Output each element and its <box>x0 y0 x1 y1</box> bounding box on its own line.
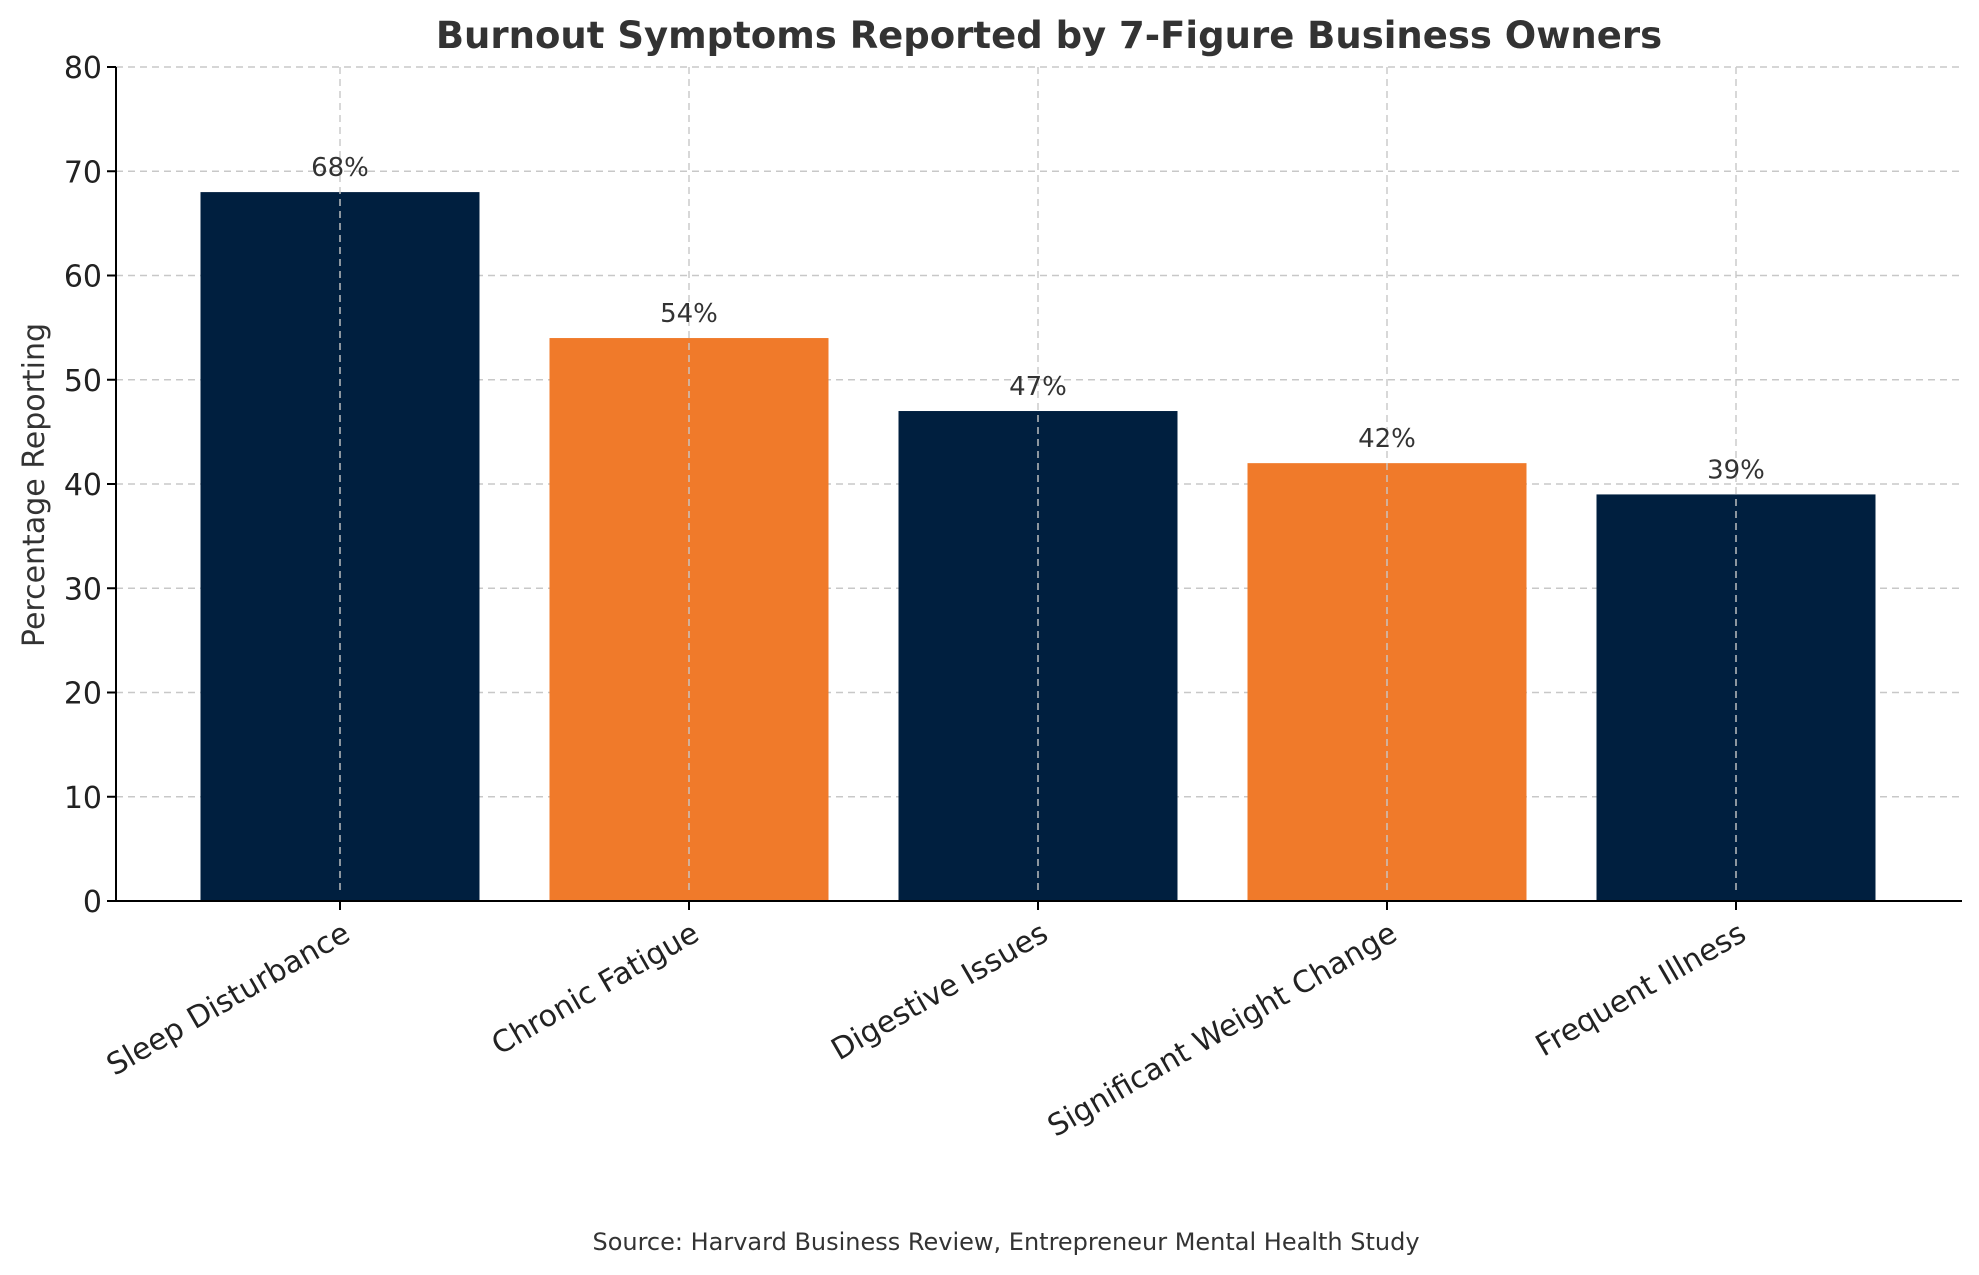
y-tick-label-70: 70 <box>64 155 102 190</box>
x-tick-label-0: Sleep Disturbance <box>101 916 356 1084</box>
y-tick-label-60: 60 <box>64 260 102 295</box>
y-axis-label: Percentage Reporting <box>17 323 52 647</box>
x-tick-label-2: Digestive Issues <box>826 916 1054 1068</box>
x-tick-label-4: Frequent Illness <box>1530 916 1752 1064</box>
bar-value-label-4: 39% <box>1707 455 1765 485</box>
x-tick-label-1: Chronic Fatigue <box>486 916 705 1063</box>
vertical-grid-layer <box>339 67 1737 891</box>
bar-value-label-2: 47% <box>1009 372 1067 402</box>
y-tick-label-50: 50 <box>64 364 102 399</box>
bar-value-label-0: 68% <box>311 153 369 183</box>
y-tick-label-20: 20 <box>64 677 102 712</box>
y-tick-label-0: 0 <box>83 885 102 920</box>
bar-value-label-3: 42% <box>1358 424 1416 454</box>
y-tick-label-30: 30 <box>64 572 102 607</box>
source-note: Source: Harvard Business Review, Entrepr… <box>592 1228 1419 1256</box>
x-tick-label-3: Significant Weight Change <box>1042 916 1403 1145</box>
y-tick-label-10: 10 <box>64 781 102 816</box>
chart-title: Burnout Symptoms Reported by 7-Figure Bu… <box>436 14 1662 57</box>
bar-labels-layer: 68% 54% 47% 42% 39% <box>311 153 1765 485</box>
y-tick-label-80: 80 <box>64 51 102 86</box>
y-tick-label-40: 40 <box>64 468 102 503</box>
bar-value-label-1: 54% <box>660 299 718 329</box>
